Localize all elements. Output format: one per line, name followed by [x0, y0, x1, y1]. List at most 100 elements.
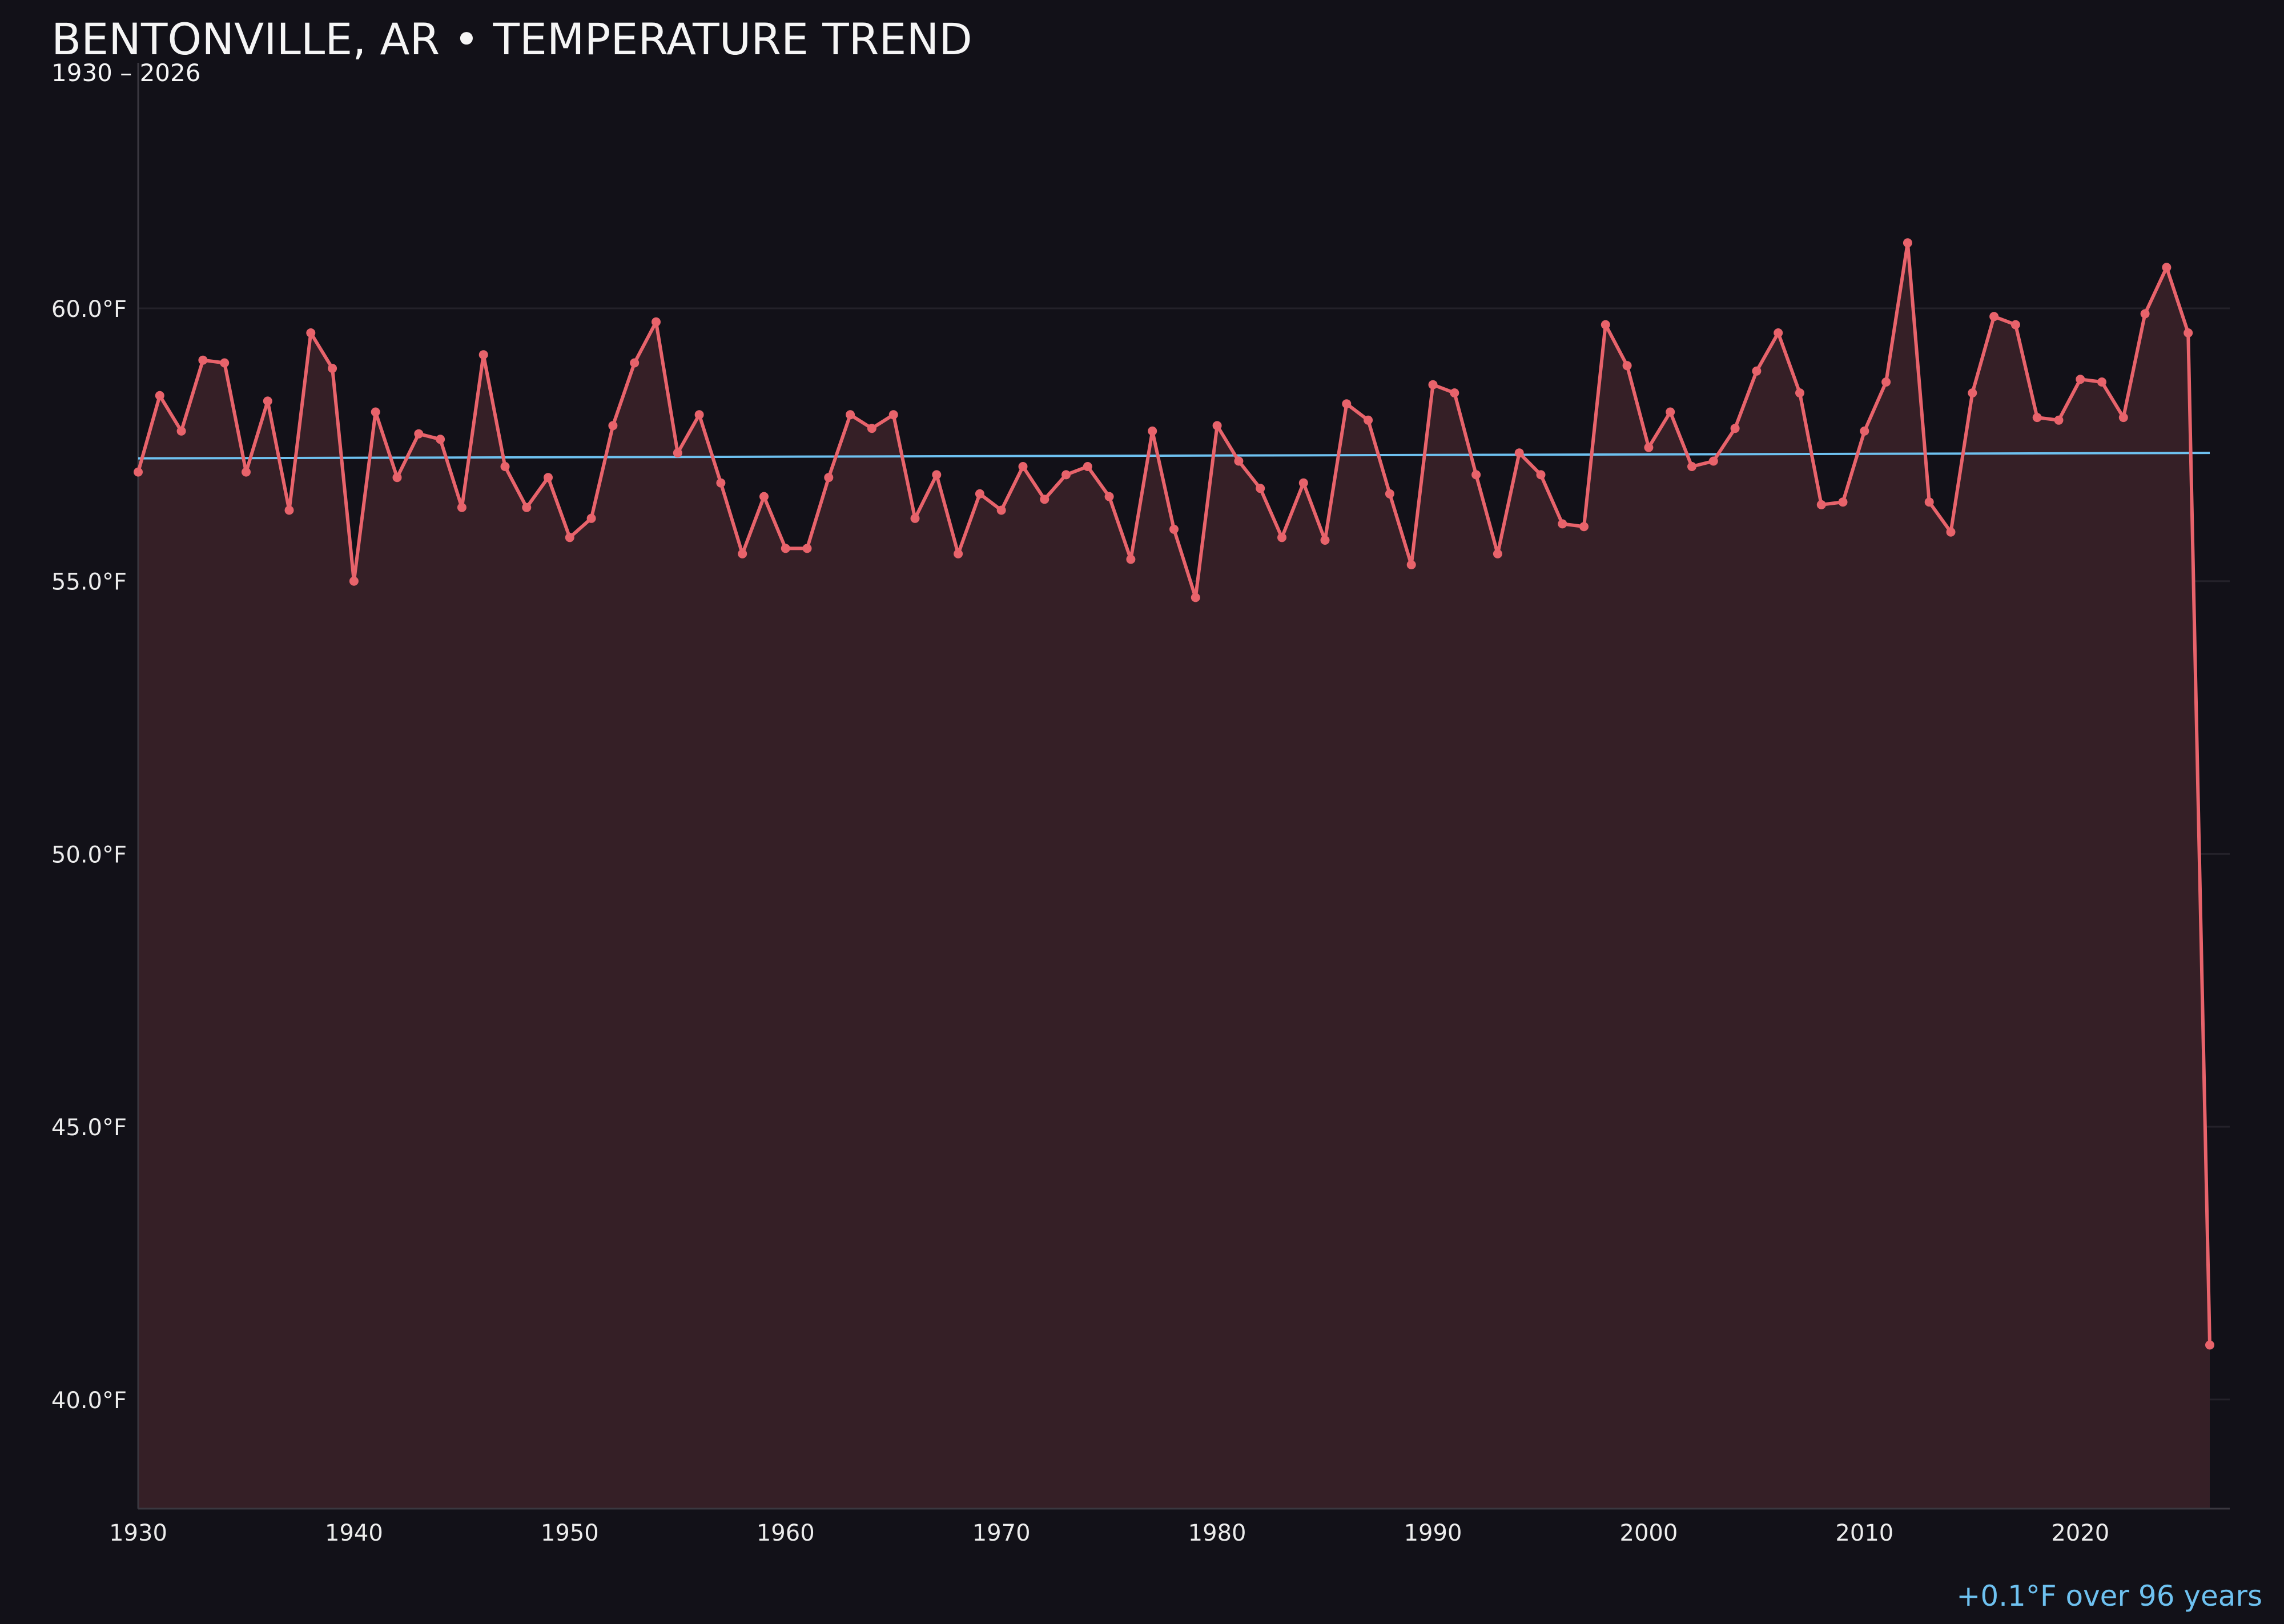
data-point	[328, 364, 337, 373]
data-point	[1104, 492, 1114, 501]
data-point	[2097, 377, 2106, 387]
data-points	[134, 238, 2214, 1350]
data-point	[457, 503, 467, 512]
data-point	[1126, 554, 1136, 564]
data-point	[1860, 426, 1869, 436]
data-point	[716, 478, 726, 488]
data-point	[522, 503, 532, 512]
data-point	[1320, 536, 1330, 545]
data-point	[371, 407, 380, 417]
chart-title: BENTONVILLE, AR • TEMPERATURE TREND	[51, 14, 972, 65]
data-point	[2010, 320, 2020, 329]
x-axis-ticks: 1930 1940 1950 1960 1970 1980 1990 2000 2010 2020	[109, 1520, 2109, 1546]
y-tick-label: 50.0°F	[51, 842, 127, 868]
data-point	[1493, 549, 1502, 558]
x-tick-label: 1940	[325, 1520, 383, 1546]
x-tick-label: 1970	[972, 1520, 1031, 1546]
data-point	[1989, 312, 1999, 321]
data-point	[1946, 527, 1956, 537]
data-point	[1406, 560, 1416, 569]
data-point	[673, 448, 682, 458]
data-point	[954, 549, 963, 558]
data-point	[1212, 421, 1222, 431]
y-axis-ticks: 40.0°F 45.0°F 50.0°F 55.0°F 60.0°F	[51, 296, 127, 1414]
data-point	[759, 492, 769, 501]
data-point	[738, 549, 747, 558]
data-point	[1364, 415, 1373, 425]
data-point	[1083, 462, 1092, 471]
data-point	[565, 533, 574, 542]
data-point	[1558, 519, 1567, 529]
y-tick-label: 45.0°F	[51, 1115, 127, 1141]
data-point	[1579, 522, 1589, 532]
data-point	[478, 350, 488, 360]
data-point	[1342, 399, 1352, 409]
data-point	[436, 435, 445, 444]
data-point	[975, 489, 984, 499]
data-point	[910, 513, 920, 523]
data-point	[284, 505, 294, 515]
x-tick-label: 2020	[2051, 1520, 2109, 1546]
x-tick-label: 1980	[1188, 1520, 1246, 1546]
data-point	[176, 426, 186, 436]
data-point	[1924, 497, 1934, 507]
data-point	[1277, 533, 1286, 542]
data-point	[1148, 426, 1157, 436]
trend-line-layer	[138, 452, 2210, 460]
data-point	[1903, 238, 1912, 248]
data-point	[1018, 462, 1028, 471]
data-point	[1795, 388, 1804, 398]
data-point	[932, 470, 942, 480]
data-point	[1708, 456, 1718, 466]
data-point	[1536, 470, 1546, 480]
data-point	[134, 467, 143, 477]
data-point	[263, 396, 272, 406]
y-tick-label: 60.0°F	[51, 296, 127, 323]
data-point	[1191, 593, 1200, 602]
x-tick-label: 1950	[541, 1520, 599, 1546]
data-point	[652, 317, 661, 327]
data-point	[1040, 495, 1049, 504]
data-point	[1687, 462, 1696, 471]
chart-subtitle: 1930 – 2026	[51, 59, 200, 87]
x-tick-label: 2010	[1835, 1520, 1893, 1546]
data-point	[1730, 424, 1740, 433]
data-point	[1169, 524, 1179, 534]
data-point	[802, 544, 812, 553]
trend-annotation: +0.1°F over 96 years	[1956, 1579, 2262, 1613]
data-point	[2032, 413, 2042, 423]
data-point	[1428, 380, 1438, 389]
data-point	[392, 473, 402, 483]
x-tick-label: 2000	[1620, 1520, 1678, 1546]
data-point	[1752, 366, 1762, 376]
data-point	[1774, 328, 1783, 337]
data-point	[242, 467, 251, 477]
data-point	[1601, 320, 1610, 329]
data-point	[846, 410, 855, 420]
data-point	[220, 358, 230, 368]
data-point	[1881, 377, 1891, 387]
data-point	[155, 391, 164, 400]
temperature-area-fill	[138, 243, 2210, 1509]
data-point	[888, 410, 898, 420]
axes	[137, 63, 2230, 1510]
data-point	[1838, 497, 1848, 507]
data-point	[2118, 413, 2128, 423]
data-point	[781, 544, 790, 553]
data-point	[1298, 478, 1308, 488]
y-tick-label: 55.0°F	[51, 569, 127, 596]
data-point	[630, 358, 640, 368]
data-point	[1622, 361, 1632, 371]
data-point	[1256, 484, 1265, 493]
data-point	[2140, 309, 2150, 319]
area-fill-layer	[138, 243, 2210, 1509]
data-point	[996, 505, 1006, 515]
data-point	[867, 424, 876, 433]
data-point	[1061, 470, 1071, 480]
data-point	[306, 328, 316, 337]
data-point	[349, 576, 359, 586]
data-point	[1471, 470, 1481, 480]
data-point	[1666, 407, 1675, 417]
data-point	[694, 410, 704, 420]
